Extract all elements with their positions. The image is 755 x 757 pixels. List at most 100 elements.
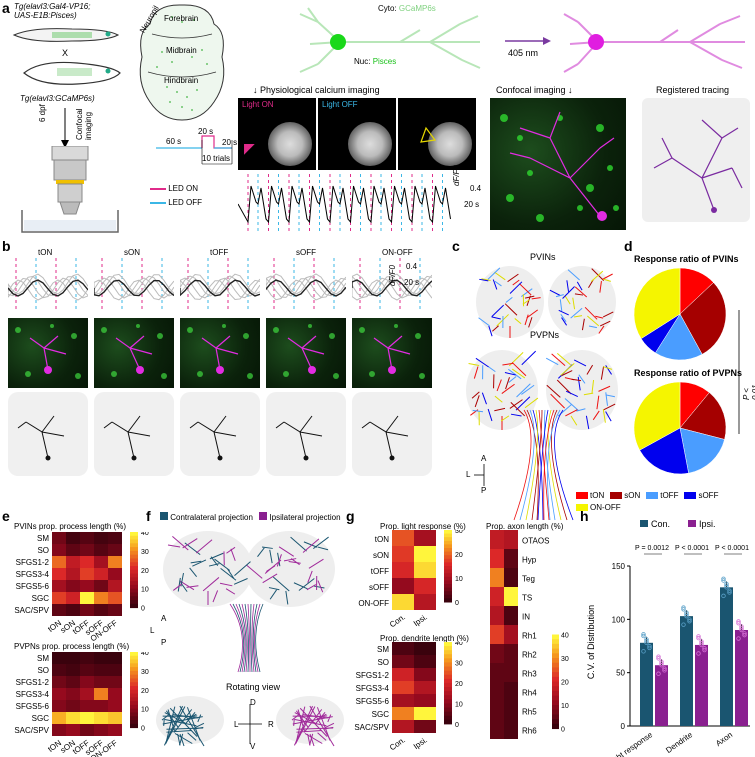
colorbar-segment — [444, 695, 452, 700]
rot-contra-branch — [165, 706, 176, 744]
f-branch — [261, 546, 273, 549]
f-branch — [306, 584, 317, 591]
colorbar-segment — [552, 723, 559, 730]
colorbar-tick: 40 — [455, 642, 463, 647]
heat-cell — [66, 556, 80, 568]
pvpn-branch — [602, 366, 613, 370]
d-legend: tON sON tOFF sOFF ON-OFF — [576, 490, 746, 514]
nuc-label-value: Pisces — [372, 57, 397, 66]
colorbar-segment — [130, 550, 138, 556]
pvin-branch — [566, 280, 570, 292]
pvin-branch — [491, 316, 501, 320]
colorbar-segment — [130, 659, 138, 664]
heat-row-label: SFGS5-6 — [16, 582, 50, 591]
colorbar-tick: 10 — [561, 703, 569, 710]
registered-title: Registered tracing — [656, 85, 730, 95]
f-branch — [212, 590, 219, 603]
pvpn-axon — [547, 409, 562, 521]
pvpn-branch — [468, 362, 480, 366]
f-axis-a: A — [161, 614, 167, 623]
colorbar-segment — [130, 532, 138, 537]
pvin-branch — [574, 286, 588, 298]
h-ytick-label: 100 — [612, 615, 626, 624]
pvpn-branch — [585, 415, 590, 430]
heat-cell — [94, 604, 108, 616]
tectum-right — [546, 350, 618, 430]
heat-cell — [66, 688, 80, 700]
f-branch — [308, 558, 324, 569]
heat-cell — [94, 676, 108, 688]
h-datapoint — [736, 636, 741, 641]
panel-b-letter: b — [2, 238, 11, 254]
b-trial-trace — [180, 275, 260, 297]
rot-contra-branch — [164, 712, 186, 724]
b-trial-trace — [266, 273, 346, 295]
heat-row-label: SAC/SPV — [14, 606, 49, 615]
heat-cell — [392, 707, 414, 720]
pvpn-branch — [511, 368, 526, 379]
nuc-label: Nuc: Pisces — [354, 57, 396, 66]
pvin-branch — [531, 297, 541, 300]
f-axis-p: P — [161, 638, 167, 647]
colorbar-segment — [444, 699, 452, 704]
f-branch — [283, 558, 297, 562]
colorbar-segment — [444, 530, 452, 535]
pvin-branch — [560, 313, 567, 322]
b-type-label: tOFF — [210, 248, 229, 257]
dpf-label: 6 dpf — [38, 104, 47, 122]
heat-cell — [80, 676, 94, 688]
d-legend-label: tON — [590, 491, 605, 500]
heat-cell — [52, 688, 66, 700]
confocal-content — [500, 111, 619, 222]
heat-cell — [52, 676, 66, 688]
pvin-branch — [576, 281, 583, 291]
h-datapoint — [684, 612, 689, 617]
brain-label-midbrain: Midbrain — [166, 46, 197, 55]
pvin-branch — [494, 271, 506, 281]
rot-ipsi-branch — [309, 733, 315, 747]
colorbar-segment — [552, 676, 559, 683]
rot-contra-branch — [165, 710, 179, 728]
laser-label: 405 nm — [508, 48, 539, 58]
f-branch — [202, 577, 220, 592]
colorbar-segment — [444, 555, 452, 560]
colorbar-segment — [130, 592, 138, 597]
fish-top-illustration — [12, 28, 120, 42]
axon-row-label: Rh5 — [522, 707, 537, 716]
heat-cell — [392, 642, 414, 655]
f-branch — [172, 583, 182, 591]
colorbar-segment — [552, 639, 559, 645]
physio-title: ↓ Physiological calcium imaging — [253, 85, 380, 95]
colorbar-segment — [130, 670, 138, 676]
b-trial-trace — [94, 279, 174, 301]
pvin-branch — [509, 281, 523, 294]
pvpn-axon — [550, 409, 568, 521]
calcium-trace — [238, 174, 451, 232]
pvin-branch — [505, 296, 513, 303]
pvin-branch — [492, 325, 499, 332]
f-branch — [233, 578, 248, 585]
colorbar-tick: 30 — [455, 660, 463, 667]
protocol-trials: 10 trials — [202, 154, 231, 163]
pvpn-branch — [573, 359, 587, 367]
f-branch — [268, 587, 280, 591]
pvin-branch — [574, 293, 584, 296]
b-micrograph — [352, 318, 432, 388]
b-trial-trace — [8, 275, 88, 297]
heat-cell — [108, 652, 122, 664]
f-branch — [317, 546, 329, 551]
pvpn-branch — [565, 409, 578, 417]
arrowhead-icon: ◤ — [244, 140, 255, 156]
heat-cell — [490, 568, 504, 587]
d-legend-label: ON-OFF — [590, 503, 621, 512]
h-datapoint — [687, 619, 692, 624]
b-trial-trace — [352, 279, 432, 301]
protocol-20s-a: 20 s — [198, 127, 214, 136]
stim-protocol — [156, 135, 233, 165]
trace-scale-y: 0.4 — [470, 184, 482, 193]
rot-ipsi-branch — [307, 733, 311, 746]
heat-cell — [490, 625, 504, 644]
colorbar-segment — [444, 658, 452, 663]
f-branch — [269, 549, 273, 564]
heat-cell — [414, 530, 436, 546]
